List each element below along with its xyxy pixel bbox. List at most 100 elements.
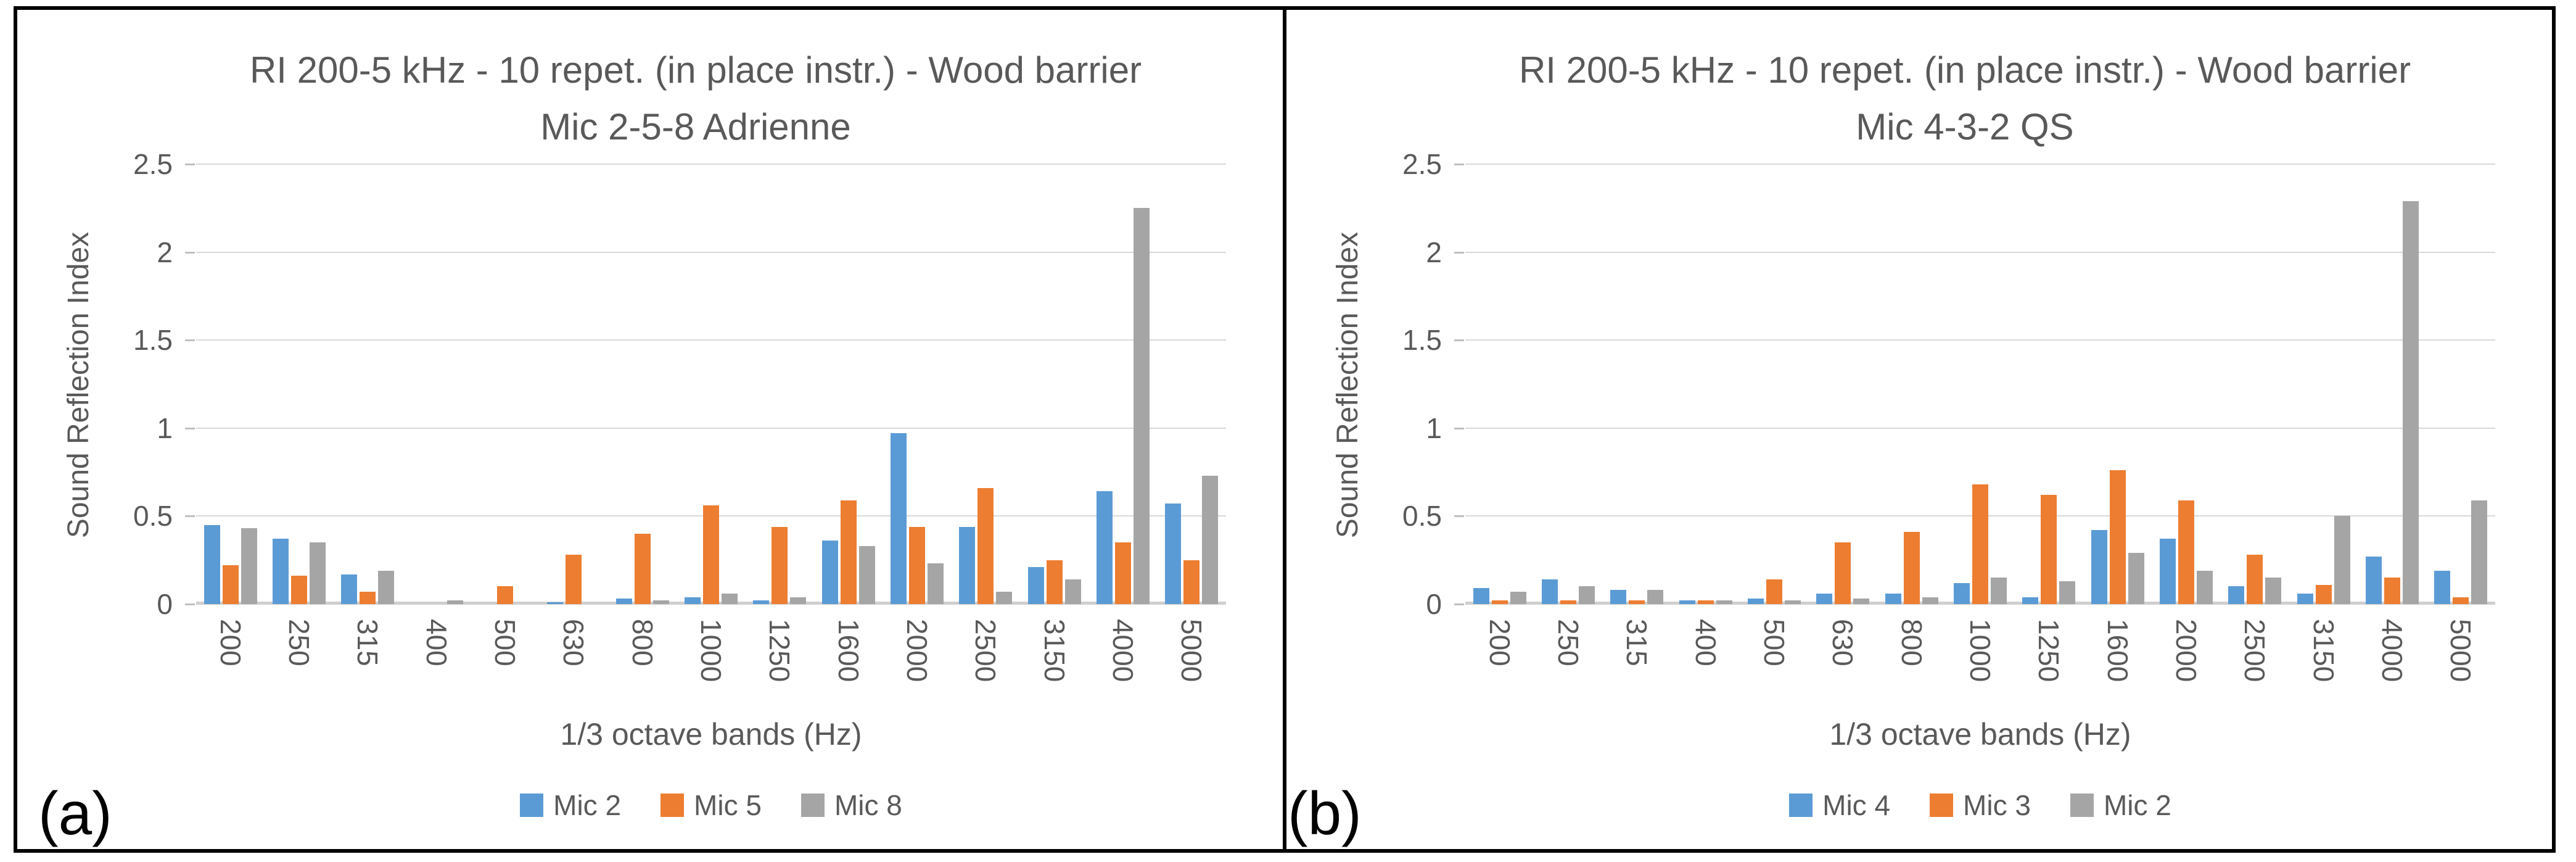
bar-mic-8-1600 (858, 545, 875, 604)
panel-b: RI 200-5 kHz - 10 repet. (in place instr… (1283, 10, 2552, 849)
bar-mic-5-1600 (840, 500, 857, 604)
bar-mic-4-400 (1679, 600, 1695, 604)
y-axis-title: Sound Reflection Index (62, 231, 95, 539)
plot-area: 0 0.5 1 1.5 2 2.5 200 250 315 400 500 630 800 1000 125… (1402, 148, 2495, 682)
chart-title-line2: Mic 4-3-2 QS (1856, 106, 2074, 147)
y-tick-label: 1 (157, 412, 173, 444)
x-axis-title: 1/3 octave bands (Hz) (560, 717, 862, 752)
panel-label-b: (b) (1288, 779, 1362, 847)
bar-mic-2-315 (341, 574, 358, 604)
bar-mic-2-400 (1716, 600, 1732, 604)
legend-item: Mic 2 (520, 789, 621, 822)
bar-mic-4-630 (1816, 593, 1833, 604)
bar-mic-2-1250 (2059, 581, 2076, 604)
y-tick-label: 2.5 (133, 148, 173, 180)
bar-mic-3-4000 (2384, 578, 2400, 604)
bar-mic-8-3150 (1064, 579, 1081, 604)
bar-mic-8-400 (446, 600, 463, 604)
y-tick-mark (1454, 427, 1464, 429)
bar-mic-2-2500 (959, 526, 976, 604)
plot-area: 0 0.5 1 1.5 2 2.5 200 250 315 400 500 630 800 1000 125… (133, 148, 1226, 682)
bar-mic-5-800 (634, 533, 651, 604)
y-tick-mark (185, 251, 195, 254)
bar-mic-4-250 (1542, 579, 1558, 604)
bar-mic-8-250 (310, 542, 326, 604)
bar-mic-2-5000 (1165, 504, 1182, 604)
y-tick-label: 2 (157, 236, 173, 268)
bar-mic-5-2000 (909, 526, 925, 604)
legend-label: Mic 8 (834, 789, 902, 821)
bar-mic-2-1000 (685, 597, 701, 604)
bar-mic-4-5000 (2434, 570, 2451, 604)
y-tick-mark (1454, 603, 1464, 605)
bar-mic-4-2000 (2160, 539, 2176, 604)
bar-mic-3-3150 (2315, 584, 2332, 604)
bar-mic-5-630 (566, 555, 582, 604)
bar-mic-8-315 (378, 570, 395, 604)
y-tick-label: 0.5 (1402, 500, 1442, 533)
y-tick-label: 0 (157, 588, 173, 620)
bar-mic-5-500 (497, 586, 513, 604)
chart-title: RI 200-5 kHz - 10 repet. (in place instr… (1434, 42, 2495, 155)
bar-mic-8-800 (652, 600, 669, 604)
bar-mic-2-630 (1853, 599, 1870, 604)
bar-mic-3-250 (1560, 600, 1576, 604)
bar-mic-3-2000 (2178, 500, 2194, 604)
y-tick-mark (185, 164, 195, 165)
chart-title-line1: RI 200-5 kHz - 10 repet. (in place instr… (1518, 49, 2411, 91)
bar-mic-2-800 (1922, 597, 1938, 604)
bar-mic-3-400 (1697, 600, 1714, 604)
bar-mic-3-1000 (1972, 484, 1988, 604)
legend-label: Mic 3 (1963, 789, 2031, 821)
bar-mic-4-1250 (2022, 597, 2039, 604)
y-tick-mark (185, 339, 195, 342)
legend-item: Mic 3 (1930, 789, 2031, 822)
bar-mic-8-1000 (722, 593, 738, 604)
bar-mic-3-800 (1903, 532, 1920, 604)
legend-item: Mic 2 (2070, 789, 2171, 822)
bar-mic-2-800 (615, 599, 632, 604)
gridline (1465, 251, 2495, 253)
y-tick-label: 0.5 (133, 500, 173, 533)
bar-mic-3-200 (1491, 600, 1508, 604)
panel-a: RI 200-5 kHz - 10 repet. (in place instr… (17, 10, 1283, 849)
bar-mic-5-250 (291, 576, 307, 604)
bar-mic-2-4000 (1097, 491, 1113, 604)
bar-mic-2-315 (1647, 590, 1664, 604)
bar-mic-2-2500 (2265, 578, 2282, 604)
bar-mic-8-1250 (790, 597, 807, 604)
bar-mic-5-1000 (703, 505, 719, 604)
bar-mic-4-200 (1473, 588, 1489, 604)
gridline (1465, 427, 2495, 429)
bar-mic-2-1600 (2128, 553, 2144, 604)
bar-mic-4-1600 (2091, 530, 2107, 604)
y-tick-mark (1454, 251, 1464, 254)
bar-mic-5-315 (360, 592, 376, 604)
gridline (196, 164, 1226, 165)
bar-mic-2-200 (204, 524, 220, 604)
bar-mic-5-5000 (1183, 560, 1200, 604)
legend-swatch (520, 794, 544, 817)
legend-swatch (2070, 794, 2094, 817)
bar-mic-2-200 (1510, 592, 1526, 604)
bar-mic-2-5000 (2471, 500, 2488, 604)
bar-mic-4-4000 (2366, 557, 2382, 604)
bar-mic-4-1000 (1954, 582, 1970, 604)
x-axis-title: 1/3 octave bands (Hz) (1829, 717, 2131, 752)
bar-mic-5-3150 (1046, 560, 1063, 604)
legend-swatch (1930, 794, 1954, 817)
gridline (196, 251, 1226, 253)
figure-frame: RI 200-5 kHz - 10 repet. (in place instr… (14, 6, 2556, 853)
legend-swatch (1789, 794, 1813, 817)
legend-item: Mic 5 (660, 789, 762, 822)
bar-mic-4-315 (1610, 590, 1627, 604)
bar-mic-2-1000 (1991, 578, 2007, 604)
bar-mic-3-315 (1629, 600, 1645, 604)
legend-label: Mic 5 (694, 789, 762, 821)
bar-mic-2-2000 (2197, 570, 2213, 604)
bar-mic-5-1250 (772, 526, 788, 604)
y-tick-mark (185, 603, 195, 605)
gridline (196, 427, 1226, 429)
bar-mic-2-250 (273, 539, 289, 604)
y-tick-mark (1454, 515, 1464, 518)
